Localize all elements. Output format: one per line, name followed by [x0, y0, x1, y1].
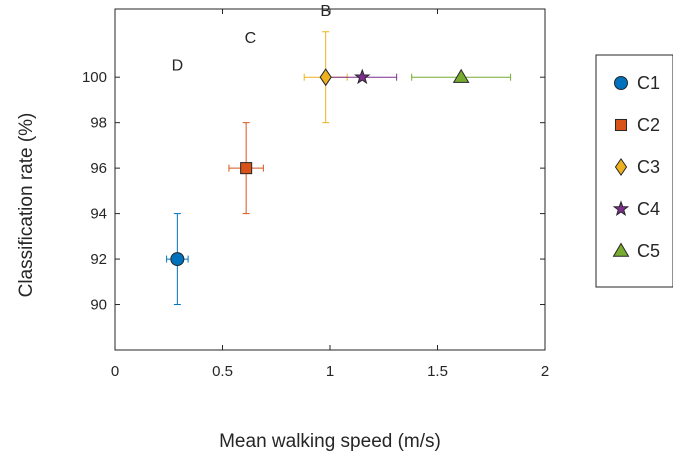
data-markers — [170, 68, 470, 267]
y-tick-label: 90 — [90, 297, 107, 314]
legend-marker-c5 — [612, 242, 630, 257]
legend-label-c4: C4 — [637, 199, 660, 219]
legend-label-c3: C3 — [637, 157, 660, 177]
y-axis-label: Classification rate (%) — [16, 113, 37, 298]
legend-label-c1: C1 — [637, 73, 660, 93]
legend: C1 C2 C3 C4 C5 — [595, 54, 673, 288]
legend-label-c5: C5 — [637, 241, 660, 261]
annotation-label: D — [172, 57, 184, 74]
x-tick-label: 1.5 — [427, 363, 448, 380]
data-point-c3 — [319, 68, 332, 87]
legend-marker-c1 — [614, 76, 628, 90]
legend-box — [595, 54, 673, 288]
y-tick-label: 94 — [90, 206, 107, 223]
x-axis-ticks: 0 0.5 1 1.5 2 — [111, 9, 549, 380]
x-axis-label: Mean walking speed (m/s) — [219, 431, 441, 452]
x-tick-label: 2 — [541, 363, 549, 380]
plot-area — [114, 8, 546, 351]
data-point-c2 — [240, 162, 253, 175]
legend-label-c2: C2 — [637, 115, 660, 135]
data-point-c4 — [354, 68, 371, 85]
y-tick-label: 100 — [82, 69, 107, 86]
y-tick-label: 98 — [90, 115, 107, 132]
data-point-c1 — [170, 252, 185, 267]
y-tick-label: 96 — [90, 160, 107, 177]
y-axis-ticks: 90 92 94 96 98 100 — [82, 69, 545, 314]
x-tick-label: 0.5 — [212, 363, 233, 380]
annotation-label: C — [245, 30, 257, 47]
legend-marker-c3 — [614, 157, 628, 177]
y-tick-label: 92 — [90, 251, 107, 268]
x-tick-label: 0 — [111, 363, 119, 380]
annotations: DCBAA — [172, 3, 331, 75]
annotation-label: B — [320, 3, 331, 20]
x-tick-label: 1 — [326, 363, 334, 380]
legend-marker-c4 — [612, 200, 630, 216]
data-point-c5 — [452, 68, 470, 83]
legend-marker-c2 — [614, 118, 628, 132]
